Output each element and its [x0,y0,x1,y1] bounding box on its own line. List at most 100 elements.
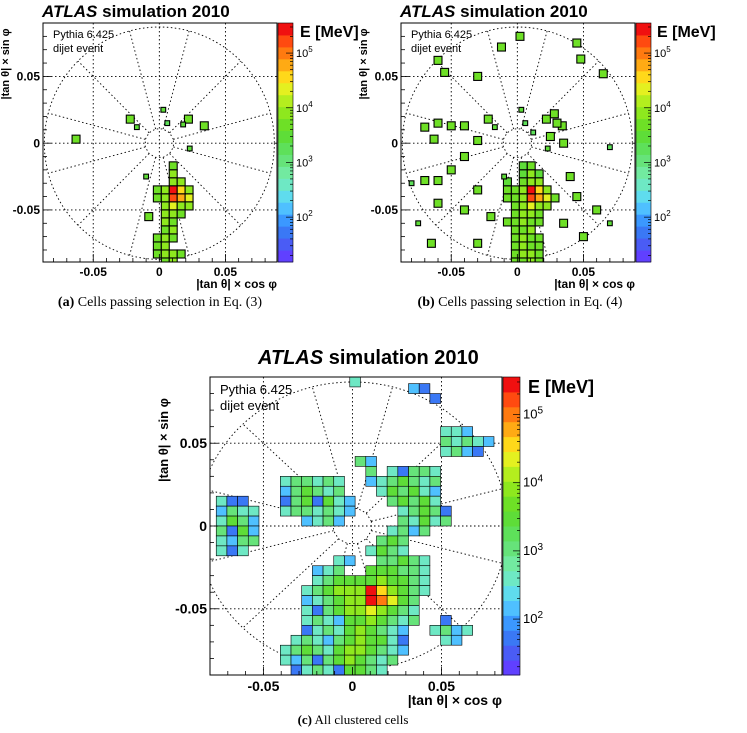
energy-cell [312,595,324,606]
energy-cell [301,654,313,666]
energy-cell [354,644,367,656]
energy-cell [397,615,409,626]
energy-cell [301,634,313,646]
figure-caption: (b) Cells passing selection in Eq. (4) [418,295,623,310]
energy-cell [526,193,536,203]
y-axis-label: |tan θ| × sin φ [358,28,370,99]
energy-cell [542,185,552,195]
energy-cell [408,505,420,517]
energy-cell [133,124,140,131]
colorbar-tick-exponent: 3 [537,542,543,553]
energy-cell [418,505,431,517]
colorbar-tick-exponent: 5 [537,406,543,417]
energy-cell [322,485,335,497]
radial-guide [371,488,502,522]
energy-cell [386,615,399,626]
figure-caption: (c) All clustered cells [298,712,409,727]
energy-cell [483,114,493,124]
energy-cell [365,565,377,576]
colorbar-tick-base: 10 [654,212,666,224]
energy-cell [518,177,528,187]
energy-cell [518,209,528,219]
colorbar-tick-exponent: 3 [666,154,671,163]
x-tick-label: 0 [156,265,163,279]
energy-cell [125,114,135,124]
energy-cell [344,625,356,636]
plot-area [210,377,502,675]
energy-cell [473,71,483,81]
energy-cell [160,249,170,259]
energy-cell [365,466,377,477]
energy-cell [461,426,473,437]
energy-cell [440,426,452,437]
energy-cell [450,436,463,447]
energy-cell [534,217,544,227]
energy-cell [322,634,335,646]
energy-cell [168,217,178,227]
energy-cell [322,615,335,626]
energy-cell [290,495,302,507]
energy-cell [397,605,409,616]
energy-cell [333,495,345,507]
energy-cell [397,485,409,497]
energy-cell [397,545,409,557]
energy-cell [290,664,302,675]
radial-guide [357,386,393,509]
colorbar-label: E [MeV] [528,377,594,397]
energy-cell [418,555,431,567]
colorbar-tick-label: 103 [296,154,313,169]
energy-cell [440,446,452,457]
colorbar-tick-label: 102 [296,209,313,224]
energy-cell [376,545,388,557]
radial-guide [371,530,502,564]
energy-cell [518,169,528,179]
energy-cell [312,664,324,675]
annotation-text: dijet event [411,43,461,55]
x-axis-label: |tan θ| × cos φ [408,692,502,708]
energy-cell [518,233,528,243]
energy-cell [526,177,536,187]
energy-cell [290,485,302,497]
energy-cell [322,495,335,507]
energy-cell [365,644,377,656]
energy-cell [376,634,388,646]
energy-cell [518,201,528,211]
colorbar-segment [503,585,520,601]
energy-cell [510,225,520,235]
energy-cell [433,175,443,186]
energy-cell [518,249,528,259]
plot-area [43,23,277,262]
energy-cell [312,644,324,656]
colorbar-segment [636,70,651,84]
caption-text: All clustered cells [312,712,408,727]
colorbar-segment [636,23,651,36]
energy-cell [160,233,170,243]
energy-cell [183,114,193,124]
energy-cell [408,525,420,537]
title-atlas: ATLAS [257,347,324,369]
energy-cell [322,605,335,616]
energy-cell [376,595,388,606]
energy-cell [550,193,560,203]
energy-cell [518,161,528,171]
energy-cell [365,615,377,626]
energy-cell [429,485,441,497]
energy-cell [459,205,469,215]
colorbar-segment [503,645,520,661]
energy-cell [473,135,483,146]
energy-cell [237,525,249,537]
energy-cell [290,634,302,646]
radial-guide [487,157,515,256]
energy-cell [518,257,528,262]
energy-cell [408,383,420,394]
energy-cell [168,185,178,195]
energy-cell [215,495,228,507]
energy-cell [397,505,409,517]
energy-cell [386,476,399,487]
energy-cell [386,605,399,616]
radial-guide [242,423,339,514]
energy-cell [322,664,335,675]
x-tick-label: -0.05 [438,265,466,279]
energy-cell [542,201,552,211]
x-tick-label: -0.05 [80,265,108,279]
